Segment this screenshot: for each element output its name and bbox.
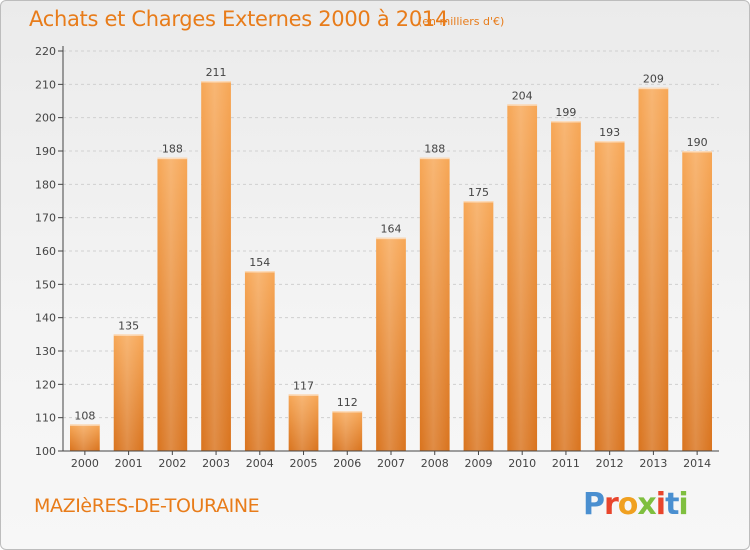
bar-top-edge-2005 [288,394,319,396]
bar-top-edge-2003 [201,81,231,83]
bar-shine-2004 [244,271,275,451]
x-tick-label-2005: 2005 [290,457,318,470]
y-tick-label: 160 [35,245,56,258]
logo-letter: i [655,487,666,522]
value-label-2001: 135 [118,319,139,332]
bar-shine-2011 [551,121,581,451]
value-label-2000: 108 [74,409,95,422]
value-label-2009: 175 [468,186,489,199]
x-tick-labels: 2000 2001 2002 2003 2004 2005 2006 2007 2008 2009… [71,457,711,470]
value-label-2010: 204 [512,89,533,102]
y-tick-label: 170 [35,212,56,225]
logo-letter: i [678,487,688,522]
x-tick-label-2011: 2011 [552,457,580,470]
bar-top-edge-2004 [244,271,275,273]
bar-top-edge-2013 [638,87,669,90]
chart-subtitle: (en milliers d'€) [418,15,505,28]
y-tick-label: 110 [35,412,56,425]
x-tick-label-2008: 2008 [421,457,449,470]
y-tick-label: 120 [35,378,56,391]
bar-shine-2012 [594,141,625,451]
x-tick-label-2010: 2010 [508,457,536,470]
logo-letter: o [617,487,639,522]
value-label-2003: 211 [206,66,227,79]
bar-top-edge-2009 [463,201,494,203]
bar-top-edge-2006 [332,411,363,413]
bar-shine-2001 [113,334,144,451]
y-tick-label: 200 [35,112,56,125]
bar-top-edge-2012 [594,141,625,143]
x-tick-label-2003: 2003 [202,457,230,470]
x-tick-label-2001: 2001 [115,457,143,470]
value-label-2004: 154 [249,256,270,269]
value-label-2013: 209 [643,73,664,86]
bar-shine-2002 [157,157,188,451]
bar-top-edge-2008 [419,157,450,160]
bar-shine-2005 [288,394,319,451]
bar-top-edge-2010 [507,104,538,106]
bar-top-edge-2002 [157,157,188,160]
x-tick-label-2013: 2013 [639,457,667,470]
logo-letter: t [665,487,679,522]
x-tick-label-2006: 2006 [333,457,361,470]
bar-shine-2006 [332,411,363,451]
y-tick-label: 140 [35,312,56,325]
bar-top-edge-2014 [682,151,713,153]
x-tick-label-2002: 2002 [158,457,186,470]
value-label-2008: 188 [424,143,445,156]
x-tick-label-2004: 2004 [246,457,274,470]
bar-shine-2009 [463,201,494,451]
bar-shine-2007 [376,237,406,451]
bar-top-edge-2000 [69,424,100,426]
y-tick-label: 220 [35,45,56,58]
y-tick-label: 210 [35,78,56,91]
y-tick-label: 100 [35,445,56,458]
y-tick-label: 150 [35,278,56,291]
value-label-2006: 112 [337,396,358,409]
x-tick-label-2009: 2009 [464,457,492,470]
y-tick-label: 180 [35,178,56,191]
x-tick-label-2007: 2007 [377,457,405,470]
bar-shine-2013 [638,87,669,452]
y-tick-labels: 100 110 120 130 140 150 160 170 180 190 200 210 220 [35,45,56,458]
value-label-2012: 193 [599,126,620,139]
chart-title: Achats et Charges Externes 2000 à 2014 [29,7,449,31]
bar-shine-2000 [69,424,100,451]
value-label-2002: 188 [162,143,183,156]
logo-letter: P [583,487,605,522]
bar-top-edge-2007 [376,237,406,240]
y-tick-label: 190 [35,145,56,158]
proxiti-logo: Proxiti [583,487,689,522]
bar-top-edge-2011 [551,121,581,123]
axes [58,46,719,455]
logo-letter: r [604,487,619,522]
bar-top-edge-2001 [113,334,144,336]
value-label-2014: 190 [687,136,708,149]
value-labels: 108 135 188 211 154 117 112 164 188 175 204 199 193 2… [74,66,707,422]
bar-shine-2014 [682,151,713,451]
x-tick-label-2000: 2000 [71,457,99,470]
bars [69,81,713,452]
value-label-2011: 199 [555,106,576,119]
logo-letter: x [637,487,656,522]
value-label-2007: 164 [381,223,402,236]
x-tick-label-2012: 2012 [596,457,624,470]
commune-name: MAZIèRES-DE-TOURAINE [34,495,260,517]
bar-shine-2003 [201,81,231,451]
bar-shine-2008 [419,157,450,451]
y-tick-label: 130 [35,345,56,358]
bar-shine-2010 [507,104,538,451]
value-label-2005: 117 [293,379,314,392]
x-tick-label-2014: 2014 [683,457,711,470]
